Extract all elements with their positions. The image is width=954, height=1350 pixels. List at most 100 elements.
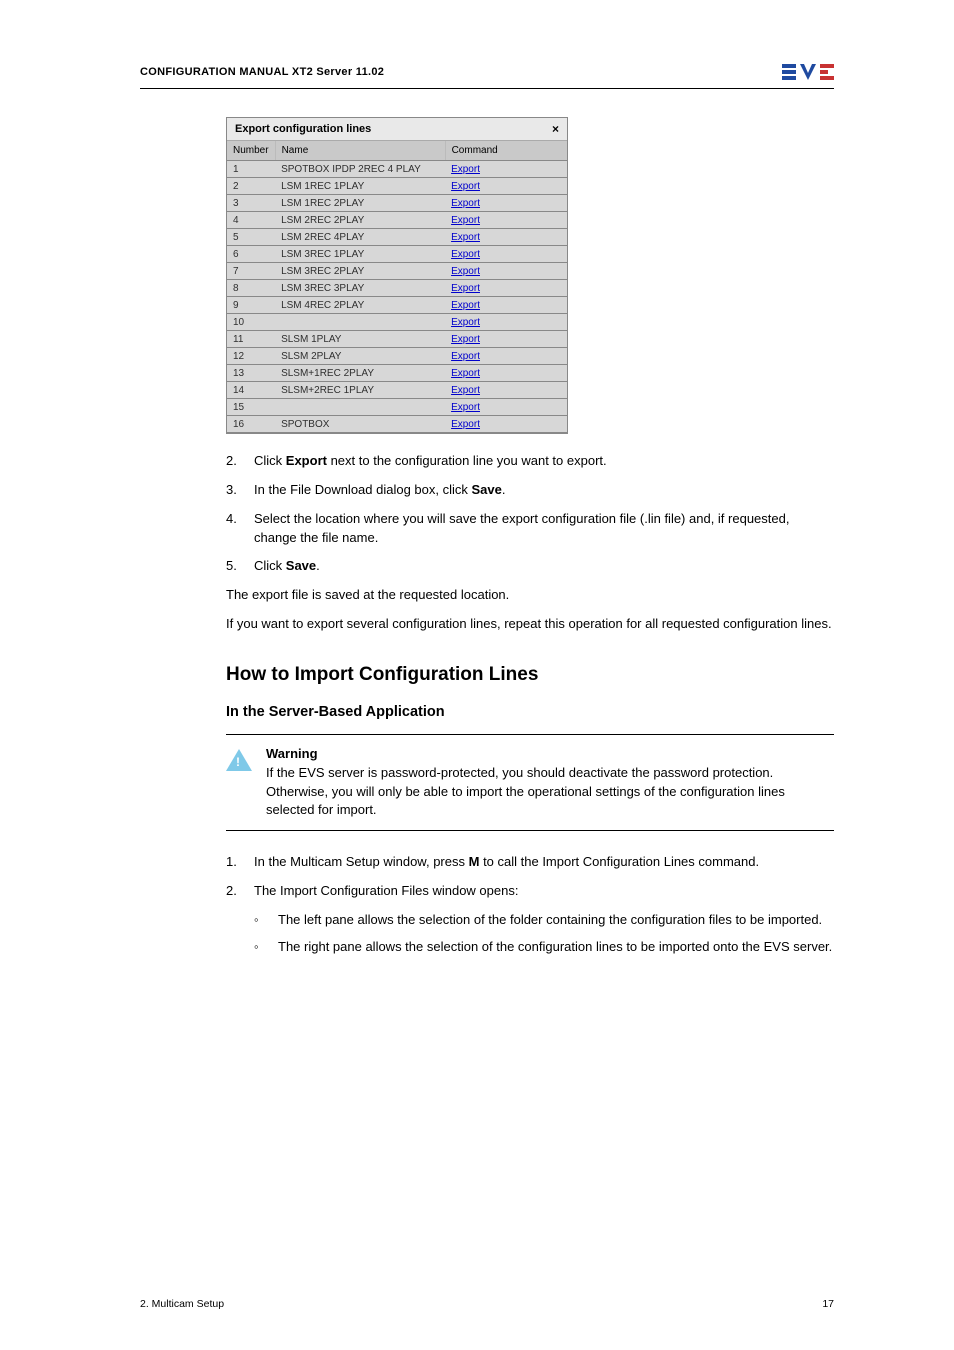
cell-command: Export [445,212,567,229]
export-link[interactable]: Export [451,198,480,209]
export-link[interactable]: Export [451,368,480,379]
cell-command: Export [445,314,567,331]
step-text: Click Export next to the configuration l… [254,452,607,471]
cell-name: LSM 1REC 1PLAY [275,178,445,195]
cell-command: Export [445,195,567,212]
close-icon[interactable]: × [552,122,559,136]
step-number: 4. [226,510,240,548]
sub-bullet: ◦The right pane allows the selection of … [226,938,834,957]
table-row: 13SLSM+1REC 2PLAYExport [227,365,567,382]
heading-import: How to Import Configuration Lines [226,664,834,686]
table-row: 5LSM 2REC 4PLAYExport [227,229,567,246]
numbered-step: 1. In the Multicam Setup window, press M … [226,853,834,872]
export-link[interactable]: Export [451,351,480,362]
cell-number: 1 [227,161,275,178]
table-row: 12SLSM 2PLAYExport [227,348,567,365]
footer-page-number: 17 [822,1298,834,1310]
evs-logo-icon [782,60,834,84]
cell-name: SLSM 1PLAY [275,331,445,348]
col-command[interactable]: Command [445,141,567,161]
cell-number: 16 [227,416,275,433]
table-row: 9LSM 4REC 2PLAY Export [227,297,567,314]
cell-name: LSM 2REC 2PLAY [275,212,445,229]
export-link[interactable]: Export [451,385,480,396]
config-table: Number Name Command 1SPOTBOX IPDP 2REC 4… [227,141,567,433]
export-link[interactable]: Export [451,419,480,430]
bullet-mark: ◦ [254,911,264,930]
step-number: 1. [226,853,240,872]
cell-name: LSM 3REC 2PLAY [275,263,445,280]
cell-number: 9 [227,297,275,314]
export-link[interactable]: Export [451,300,480,311]
warning-text: Warning If the EVS server is password-pr… [266,745,834,820]
bullet-text: The left pane allows the selection of th… [278,911,822,930]
export-link[interactable]: Export [451,249,480,260]
cell-name [275,314,445,331]
cell-number: 6 [227,246,275,263]
cell-command: Export [445,365,567,382]
cell-command: Export [445,416,567,433]
export-link[interactable]: Export [451,317,480,328]
cell-command: Export [445,246,567,263]
page-footer: 2. Multicam Setup 17 [140,1298,834,1310]
table-row: 4LSM 2REC 2PLAY Export [227,212,567,229]
cell-name: LSM 1REC 2PLAY [275,195,445,212]
cell-number: 4 [227,212,275,229]
table-row: 16SPOTBOX Export [227,416,567,433]
col-name[interactable]: Name [275,141,445,161]
cell-number: 14 [227,382,275,399]
step-keyword: Save [286,558,316,573]
table-row: 14SLSM+2REC 1PLAY Export [227,382,567,399]
table-row: 11SLSM 1PLAY Export [227,331,567,348]
export-link[interactable]: Export [451,402,480,413]
step-keyword: Save [472,482,502,497]
step-number: 2. [226,882,240,901]
cell-number: 10 [227,314,275,331]
export-link[interactable]: Export [451,164,480,175]
cell-command: Export [445,178,567,195]
export-link[interactable]: Export [451,215,480,226]
cell-number: 8 [227,280,275,297]
step-text: In the File Download dialog box, click S… [254,481,506,500]
cell-name: LSM 2REC 4PLAY [275,229,445,246]
cell-name: SLSM 2PLAY [275,348,445,365]
step-text: The Import Configuration Files window op… [254,882,518,901]
cell-name: SLSM+2REC 1PLAY [275,382,445,399]
cell-name: LSM 3REC 1PLAY [275,246,445,263]
export-link[interactable]: Export [451,232,480,243]
cell-command: Export [445,399,567,416]
numbered-step: 2.Click Export next to the configuration… [226,452,834,471]
table-row: 3LSM 1REC 2PLAYExport [227,195,567,212]
export-config-dialog: Export configuration lines × Number Name… [226,117,568,434]
cell-name: SPOTBOX IPDP 2REC 4 PLAY [275,161,445,178]
cell-command: Export [445,161,567,178]
cell-name: LSM 4REC 2PLAY [275,297,445,314]
numbered-step: 2. The Import Configuration Files window … [226,882,834,901]
step-text: In the Multicam Setup window, press M to… [254,853,759,872]
table-row: 1SPOTBOX IPDP 2REC 4 PLAY Export [227,161,567,178]
export-link[interactable]: Export [451,283,480,294]
cell-command: Export [445,348,567,365]
col-number[interactable]: Number [227,141,275,161]
paragraph: The export file is saved at the requeste… [226,586,834,605]
cell-command: Export [445,280,567,297]
warning-title: Warning [266,746,318,761]
cell-name: SPOTBOX [275,416,445,433]
cell-command: Export [445,297,567,314]
numbered-step: 3.In the File Download dialog box, click… [226,481,834,500]
cell-number: 15 [227,399,275,416]
export-link[interactable]: Export [451,334,480,345]
export-link[interactable]: Export [451,266,480,277]
sub-bullet: ◦ The left pane allows the selection of t… [226,911,834,930]
bullet-text: The right pane allows the selection of t… [278,938,832,957]
cell-name [275,399,445,416]
cell-name: SLSM+1REC 2PLAY [275,365,445,382]
numbered-step: 4.Select the location where you will sav… [226,510,834,548]
export-link[interactable]: Export [451,181,480,192]
table-row: 2LSM 1REC 1PLAYExport [227,178,567,195]
cell-number: 11 [227,331,275,348]
heading-server-app: In the Server-Based Application [226,704,834,720]
cell-name: LSM 3REC 3PLAY [275,280,445,297]
page-header: CONFIGURATION MANUAL XT2 Server 11.02 [140,60,834,89]
cell-number: 7 [227,263,275,280]
